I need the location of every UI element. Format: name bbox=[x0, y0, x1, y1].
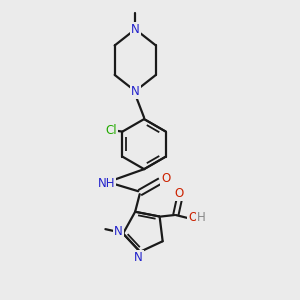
Text: N: N bbox=[134, 250, 143, 264]
Text: Cl: Cl bbox=[105, 124, 117, 136]
Text: N: N bbox=[131, 23, 140, 36]
Text: N: N bbox=[114, 225, 123, 238]
Text: N: N bbox=[131, 85, 140, 98]
Text: H: H bbox=[197, 212, 206, 224]
Text: O: O bbox=[175, 187, 184, 200]
Text: O: O bbox=[188, 212, 197, 224]
Text: NH: NH bbox=[98, 177, 116, 190]
Text: O: O bbox=[161, 172, 170, 185]
